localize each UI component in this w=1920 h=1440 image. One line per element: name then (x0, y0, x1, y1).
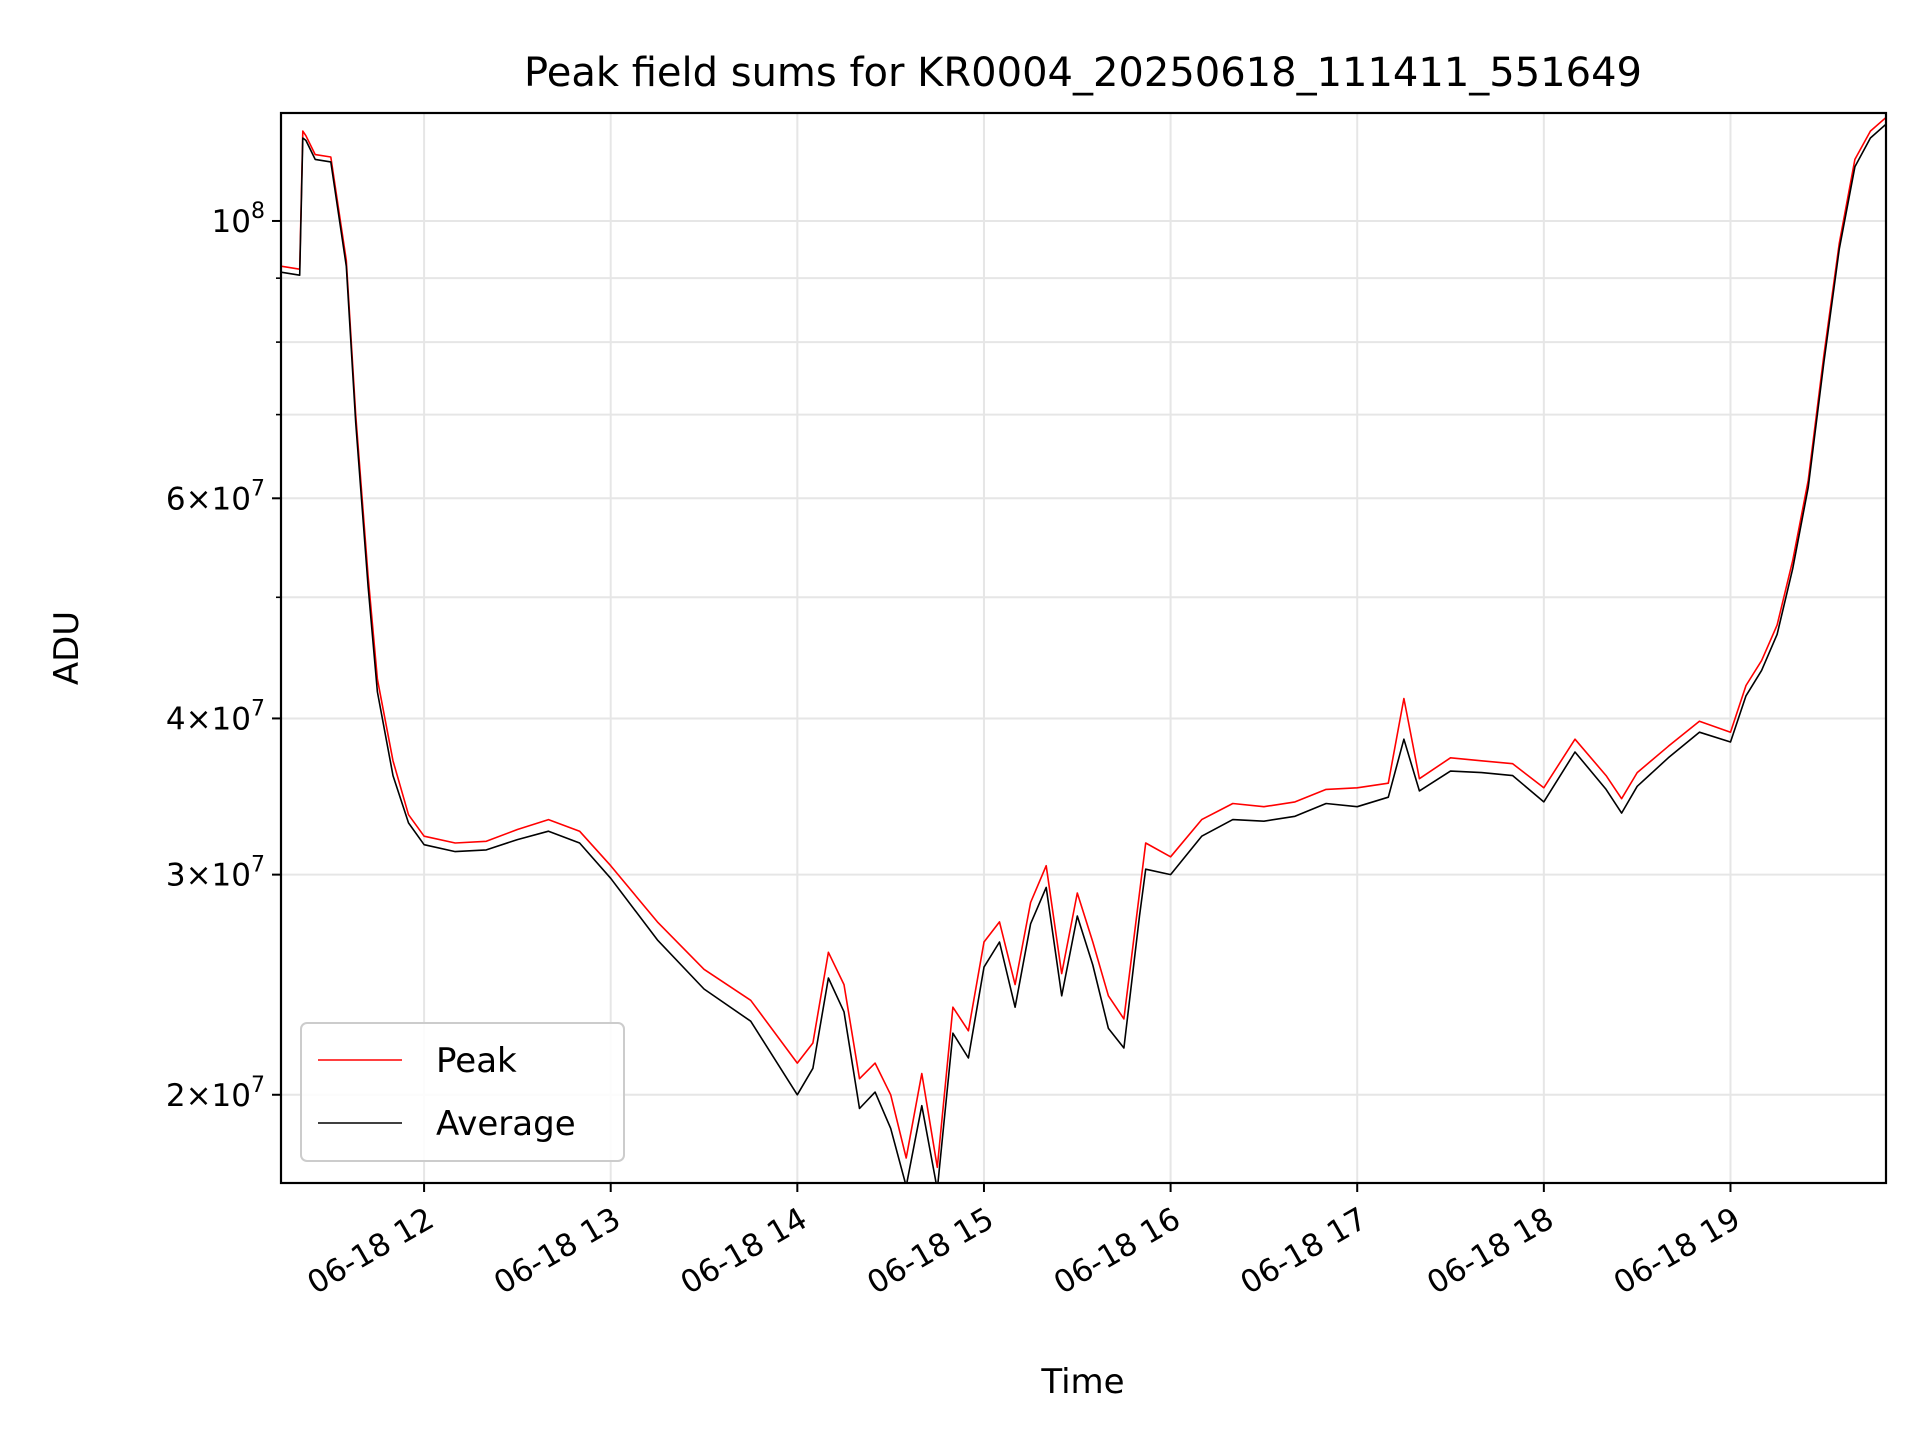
plot-lines (281, 116, 1886, 1183)
legend-average-label: Average (436, 1104, 576, 1144)
y-tick-label: 3×107 (166, 853, 265, 894)
legend-box (300, 1022, 625, 1162)
y-tick-base: 2×10 (166, 1078, 251, 1114)
legend: Peak Average (300, 1022, 625, 1162)
y-tick-base: 3×10 (166, 858, 251, 894)
chart-title: Peak field sums for KR0004_20250618_1114… (524, 50, 1642, 96)
y-tick-exponent: 8 (251, 199, 265, 224)
y-tick-exponent: 7 (251, 853, 265, 878)
y-tick-label: 6×107 (166, 476, 265, 517)
y-axis-label: ADU (47, 611, 87, 685)
y-tick-base: 10 (212, 204, 251, 240)
y-tick-exponent: 7 (251, 696, 265, 721)
y-tick-exponent: 7 (251, 1073, 265, 1098)
legend-peak-label: Peak (436, 1041, 517, 1081)
y-tick-label: 4×107 (166, 696, 265, 737)
y-tick-exponent: 7 (251, 476, 265, 501)
y-tick-base: 6×10 (166, 481, 251, 517)
x-axis-label: Time (1040, 1362, 1124, 1402)
plot-frame (279, 111, 1888, 1185)
series-line-peak (281, 116, 1886, 1169)
y-tick-base: 4×10 (166, 701, 251, 737)
y-tick-label: 2×107 (166, 1073, 265, 1114)
y-tick-label: 108 (212, 199, 265, 240)
series-line-average (281, 123, 1886, 1183)
